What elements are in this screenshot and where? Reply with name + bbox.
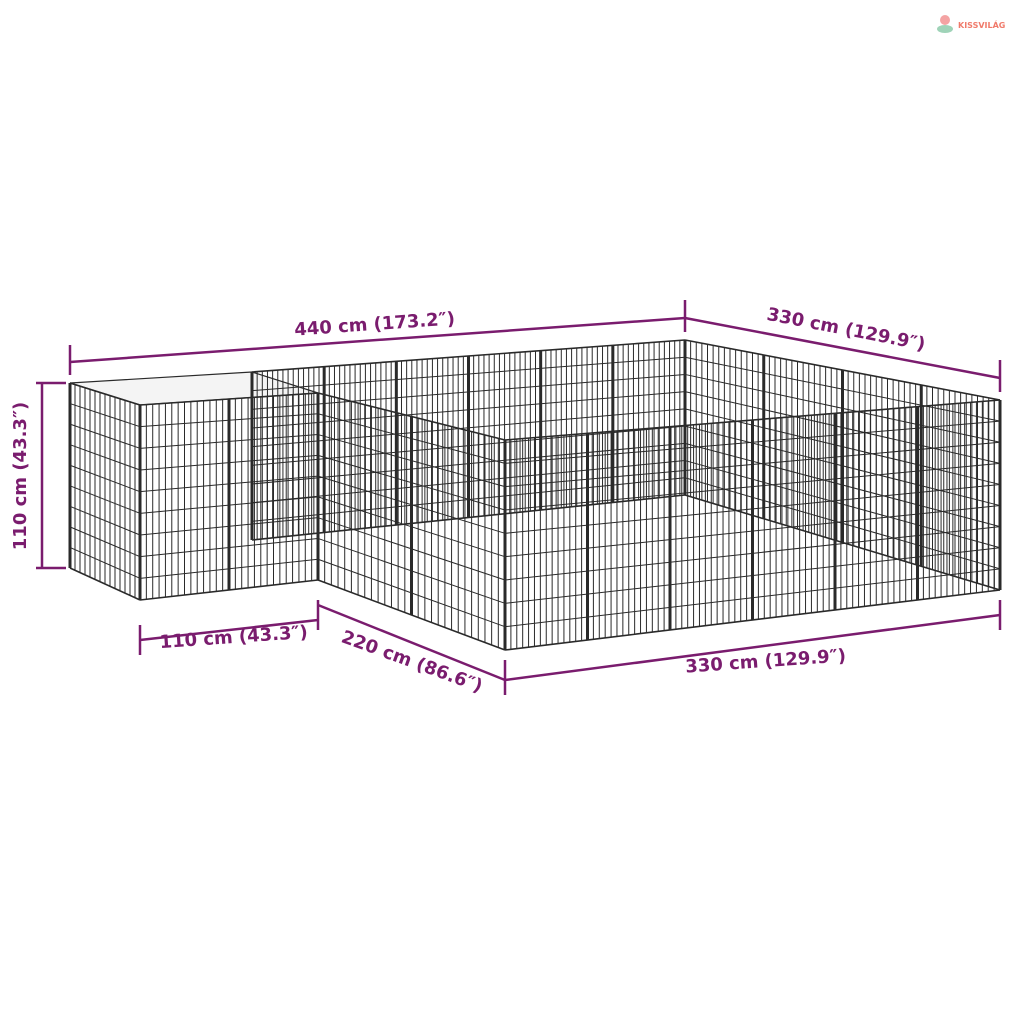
fence-rail (69, 423, 141, 449)
flower-icon (940, 15, 950, 25)
kennel-width-label: 110 cm (43.3″) (159, 622, 309, 653)
dimension-line (139, 618, 319, 642)
fence-rail (69, 567, 141, 601)
front-length-label: 330 cm (129.9″) (685, 645, 847, 677)
side-length-label: 220 cm (86.6″) (339, 627, 486, 698)
dimension-line (317, 603, 506, 682)
fence-panels (68, 339, 1002, 651)
height-label: 110 cm (43.3″) (10, 402, 31, 550)
leaf-icon (937, 25, 953, 33)
dimension-line (684, 316, 1001, 380)
dimension-line (69, 316, 686, 364)
fence-rail (69, 464, 141, 493)
fence-rail (69, 382, 141, 406)
fence-rail (69, 546, 141, 579)
fence-wall (69, 382, 141, 601)
fence-rail (69, 444, 141, 471)
fence-rail (69, 505, 141, 536)
fence-rail (69, 526, 141, 558)
logo-text: KISSVILÁG (958, 19, 1005, 30)
logo: KISSVILÁG (937, 15, 1005, 33)
fence-rail (69, 403, 141, 428)
fence-rail (69, 485, 141, 514)
dimension-lines (36, 300, 1002, 695)
dimension-line (504, 613, 1001, 682)
